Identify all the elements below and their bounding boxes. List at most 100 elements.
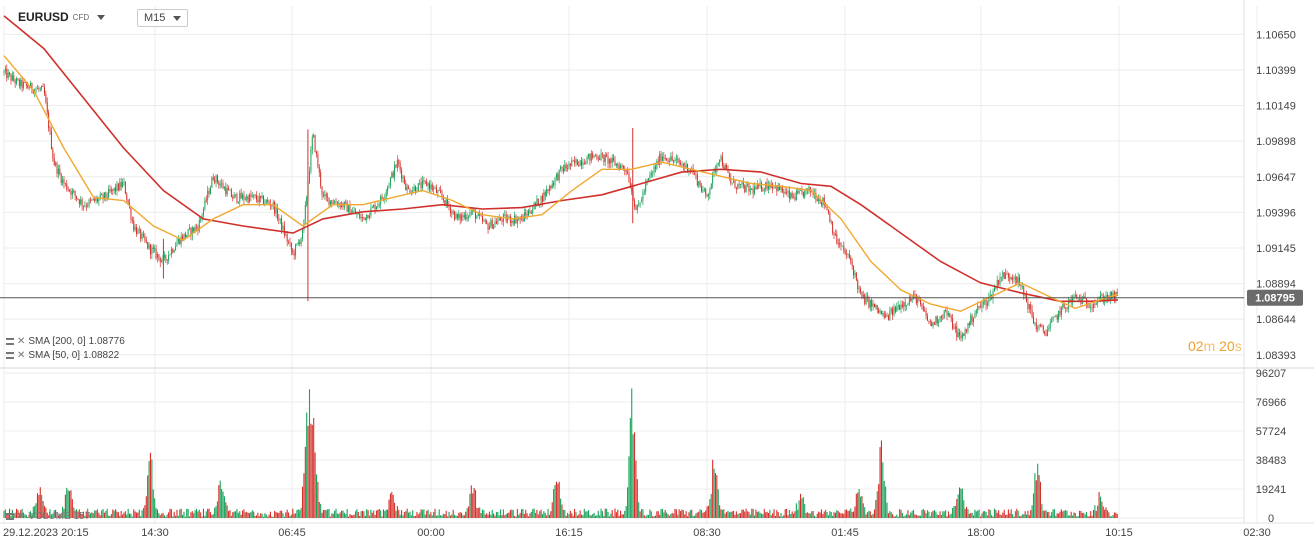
volume-bar [395,510,397,518]
candle-body [755,186,757,190]
settings-icon[interactable] [6,513,14,520]
volume-bar [313,417,315,518]
volume-bar [184,516,186,518]
symbol-selector[interactable]: EURUSD CFD [18,6,106,28]
close-icon[interactable]: ✕ [17,350,26,361]
candle-body [946,310,948,316]
candle-body [325,194,327,197]
settings-icon[interactable] [6,352,14,359]
candle-body [543,192,545,202]
volume-bar [848,510,850,518]
volume-bar [801,498,803,518]
candle-body [1076,294,1078,298]
volume-bar [590,515,592,518]
volume-bar [989,509,991,518]
candle-body [737,183,739,189]
volume-bar [389,493,391,518]
volume-bar [872,513,874,518]
volume-bar [562,509,564,518]
volume-bar [1092,510,1095,518]
candle-body [87,205,89,207]
candle-body [408,186,410,190]
candle-body [25,82,27,86]
volume-bar [649,509,651,518]
close-icon[interactable]: ✕ [17,511,26,522]
candle-body [1091,307,1093,309]
candle-body [853,265,855,276]
volume-bar [798,500,800,518]
candle-body [723,165,725,170]
volume-bar [569,510,571,518]
candle-body [509,216,511,223]
volume-bar [163,515,165,518]
volume-bar [105,510,107,518]
close-icon[interactable]: ✕ [17,336,26,347]
volume-bar [748,511,750,518]
volume-bar [180,508,182,518]
volume-bar [613,516,615,518]
candle-body [426,181,428,186]
candle-body [836,233,838,244]
candle-body [91,200,93,201]
candle-body [560,166,562,170]
volume-bar [964,508,966,518]
candle-body [45,94,47,103]
candle-body [738,183,740,185]
candle-body [636,205,638,210]
candle-body [233,194,235,199]
volume-bar [456,515,458,518]
volume-bar [271,516,273,518]
candle-body [70,190,72,195]
volume-bar [935,511,937,518]
candle-body [868,297,870,308]
volume-bar [950,513,952,518]
candle-body [846,253,848,255]
volume-bar [392,494,394,518]
candle-body [394,164,396,178]
volume-bar [507,513,509,518]
candle-body [313,135,315,138]
x-tick-label: 01:45 [831,527,859,539]
candle-body [186,234,188,238]
candle-body [219,184,221,186]
candle-body [854,272,856,276]
volume-bar [484,514,486,518]
candle-body [579,160,581,167]
volume-bar [511,509,513,518]
settings-icon[interactable] [6,338,14,345]
volume-bar [864,507,866,518]
candle-body [841,245,843,247]
candle-body [106,197,108,198]
volume-bar [816,513,818,518]
volume-bar [1051,512,1053,518]
volume-bar [300,507,302,518]
volume-bar [148,461,150,518]
volume-bar [886,502,888,518]
candle-body [20,79,22,87]
volume-bar [788,509,790,518]
volume-bar [1102,506,1104,518]
volume-bar [745,508,747,518]
volume-bar [1019,516,1021,518]
candle-body [751,188,753,190]
volume-bar [875,500,877,518]
volume-bar [822,514,824,518]
volume-bar [780,513,782,518]
candle-body [156,254,158,259]
candle-body [903,302,905,308]
volume-bar [304,446,306,518]
candle-body [581,160,583,166]
volume-bar [1012,514,1014,518]
candle-body [978,306,980,307]
volume-bar [438,509,440,518]
volume-bar [661,508,663,518]
candle-body [534,202,536,205]
volume-bar [551,502,553,518]
candle-body [223,187,225,189]
candle-body [892,308,894,316]
timeframe-selector[interactable]: M15 [137,9,189,27]
candle-body [1044,330,1046,334]
volume-bar [498,515,500,518]
volume-bar [834,512,836,518]
